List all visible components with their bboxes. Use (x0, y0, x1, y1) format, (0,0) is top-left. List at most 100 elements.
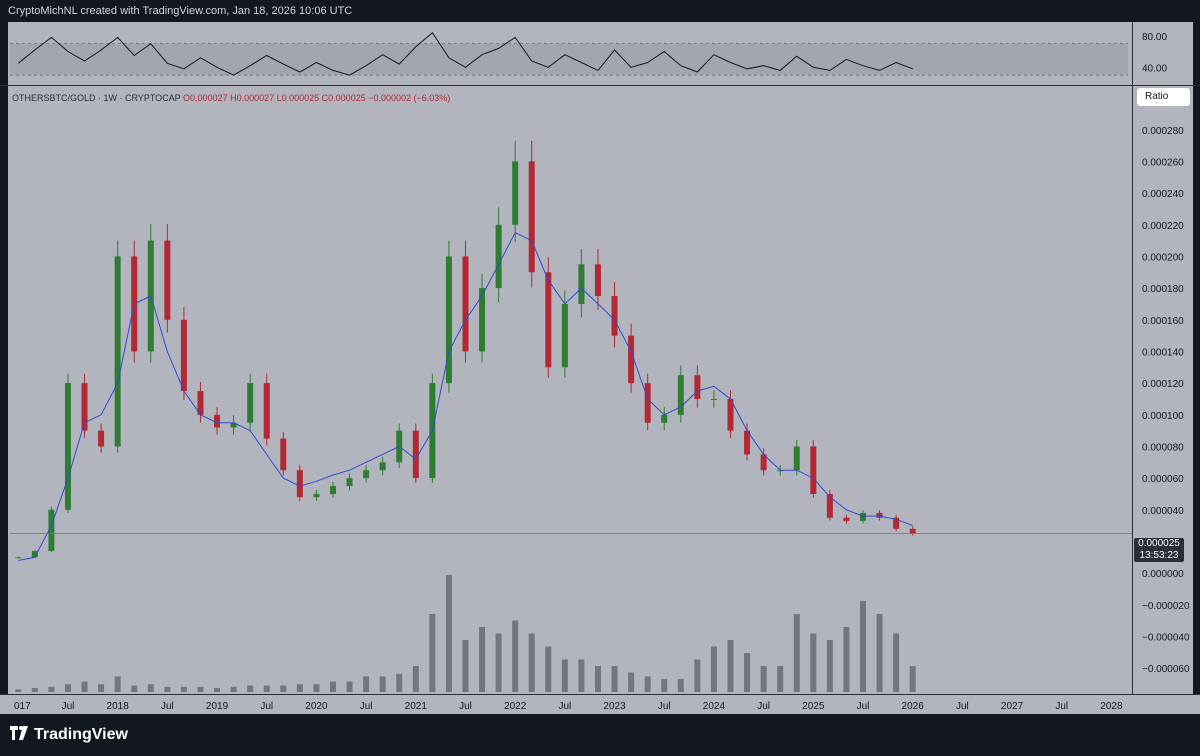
candle-body (893, 517, 900, 529)
volume-bar (644, 676, 651, 692)
tradingview-logo[interactable]: TradingView (10, 726, 128, 744)
candle-body (561, 303, 568, 368)
attribution-bar: CryptoMichNL created with TradingView.co… (0, 0, 1200, 22)
candle-body (512, 161, 519, 225)
price-tick-label: 0.000080 (1142, 442, 1184, 453)
volume-bar (677, 679, 684, 692)
candle-body (628, 335, 635, 384)
moving-average-line (18, 232, 913, 561)
volume-bar (429, 614, 436, 692)
candle-body (744, 430, 751, 455)
time-tick-label: Jul (1055, 701, 1068, 712)
candle-body (114, 256, 121, 447)
volume-bar (329, 681, 336, 692)
volume-bar (793, 614, 800, 692)
symbol-legend: OTHERSBTC/GOLD · 1W · CRYPTOCAP O0.00002… (12, 93, 450, 103)
candle-body (313, 493, 320, 498)
candle-body (777, 470, 784, 472)
price-axis[interactable] (1132, 86, 1193, 694)
bar-countdown: 13:53:23 (1139, 550, 1179, 561)
candle-body (677, 375, 684, 415)
volume-bar (147, 684, 154, 692)
rsi-series-line (17, 31, 913, 76)
volume-bar (81, 681, 88, 692)
candle-body (727, 398, 734, 431)
candle-body (859, 512, 866, 521)
candle-body (445, 256, 452, 384)
candle-body (180, 319, 187, 392)
price-tick-label: 0.000100 (1142, 411, 1184, 422)
brand-name: TradingView (34, 726, 128, 743)
volume-bar (578, 659, 585, 692)
candle-body (694, 375, 701, 399)
price-tick-label: 0.000260 (1142, 157, 1184, 168)
volume-bar (495, 633, 502, 692)
volume-bar (64, 684, 71, 692)
price-tick-label: 0.000120 (1142, 379, 1184, 390)
time-tick-label: Jul (459, 701, 472, 712)
candle-body (263, 383, 270, 439)
price-tick-label: 0.000040 (1142, 506, 1184, 517)
volume-bar (15, 689, 22, 692)
volume-bar (694, 659, 701, 692)
candle-body (495, 224, 502, 289)
time-axis[interactable] (0, 694, 1200, 715)
candle-body (214, 414, 221, 428)
attribution-text: CryptoMichNL created with TradingView.co… (8, 5, 353, 17)
ohlc-values: O0.000027 H0.000027 L0.000025 C0.000025 … (183, 93, 451, 103)
last-price-value: 0.000025 (1138, 538, 1180, 549)
candle-body (545, 272, 552, 368)
volume-bar (230, 686, 237, 692)
time-tick-label: 2018 (107, 701, 130, 712)
volume-bar (263, 685, 270, 692)
volume-bar (31, 688, 38, 692)
volume-bar (810, 633, 817, 692)
volume-bar (363, 676, 370, 692)
time-tick-label: 2025 (802, 701, 825, 712)
rsi-axis[interactable] (1132, 22, 1193, 85)
volume-bar (594, 666, 601, 692)
ratio-scale-button[interactable]: Ratio (1137, 88, 1190, 106)
candle-body (644, 383, 651, 423)
candle-body (363, 470, 370, 479)
candle-body (197, 391, 204, 415)
candle-body (909, 528, 916, 534)
time-tick-label: Jul (658, 701, 671, 712)
volume-bar (826, 640, 833, 692)
volume-bar (313, 684, 320, 692)
price-tick-label: 0.000220 (1142, 221, 1184, 232)
price-tick-label: −0.000040 (1142, 632, 1190, 643)
candle-body (594, 264, 601, 297)
volume-bar (479, 627, 486, 692)
time-tick-label: 2019 (206, 701, 229, 712)
candle-body (793, 446, 800, 471)
price-tick-label: 0.000240 (1142, 189, 1184, 200)
volume-bar (777, 666, 784, 692)
candle-body (876, 512, 883, 518)
volume-bar (445, 575, 452, 692)
volume-bar (98, 684, 105, 692)
price-tick-label: 0.000180 (1142, 284, 1184, 295)
volume-bar (727, 640, 734, 692)
rsi-tick-label: 80.00 (1142, 32, 1167, 43)
time-tick-label: Jul (956, 701, 969, 712)
price-pane[interactable] (8, 86, 1132, 694)
candle-body (280, 438, 287, 471)
symbol-name: OTHERSBTC/GOLD · 1W · CRYPTOCAP (12, 93, 181, 103)
pane-divider[interactable] (0, 85, 1200, 86)
footer-bar: TradingView (0, 714, 1200, 756)
price-tick-label: 0.000000 (1142, 569, 1184, 580)
candle-body (810, 446, 817, 494)
volume-bar (628, 672, 635, 692)
candle-body (760, 454, 767, 471)
volume-bar (859, 601, 866, 692)
time-tick-label: Jul (360, 701, 373, 712)
volume-bar (280, 685, 287, 692)
volume-bar (561, 659, 568, 692)
volume-bar (396, 673, 403, 692)
candle-body (31, 550, 38, 558)
price-tick-label: 0.000160 (1142, 316, 1184, 327)
time-tick-label: Jul (161, 701, 174, 712)
